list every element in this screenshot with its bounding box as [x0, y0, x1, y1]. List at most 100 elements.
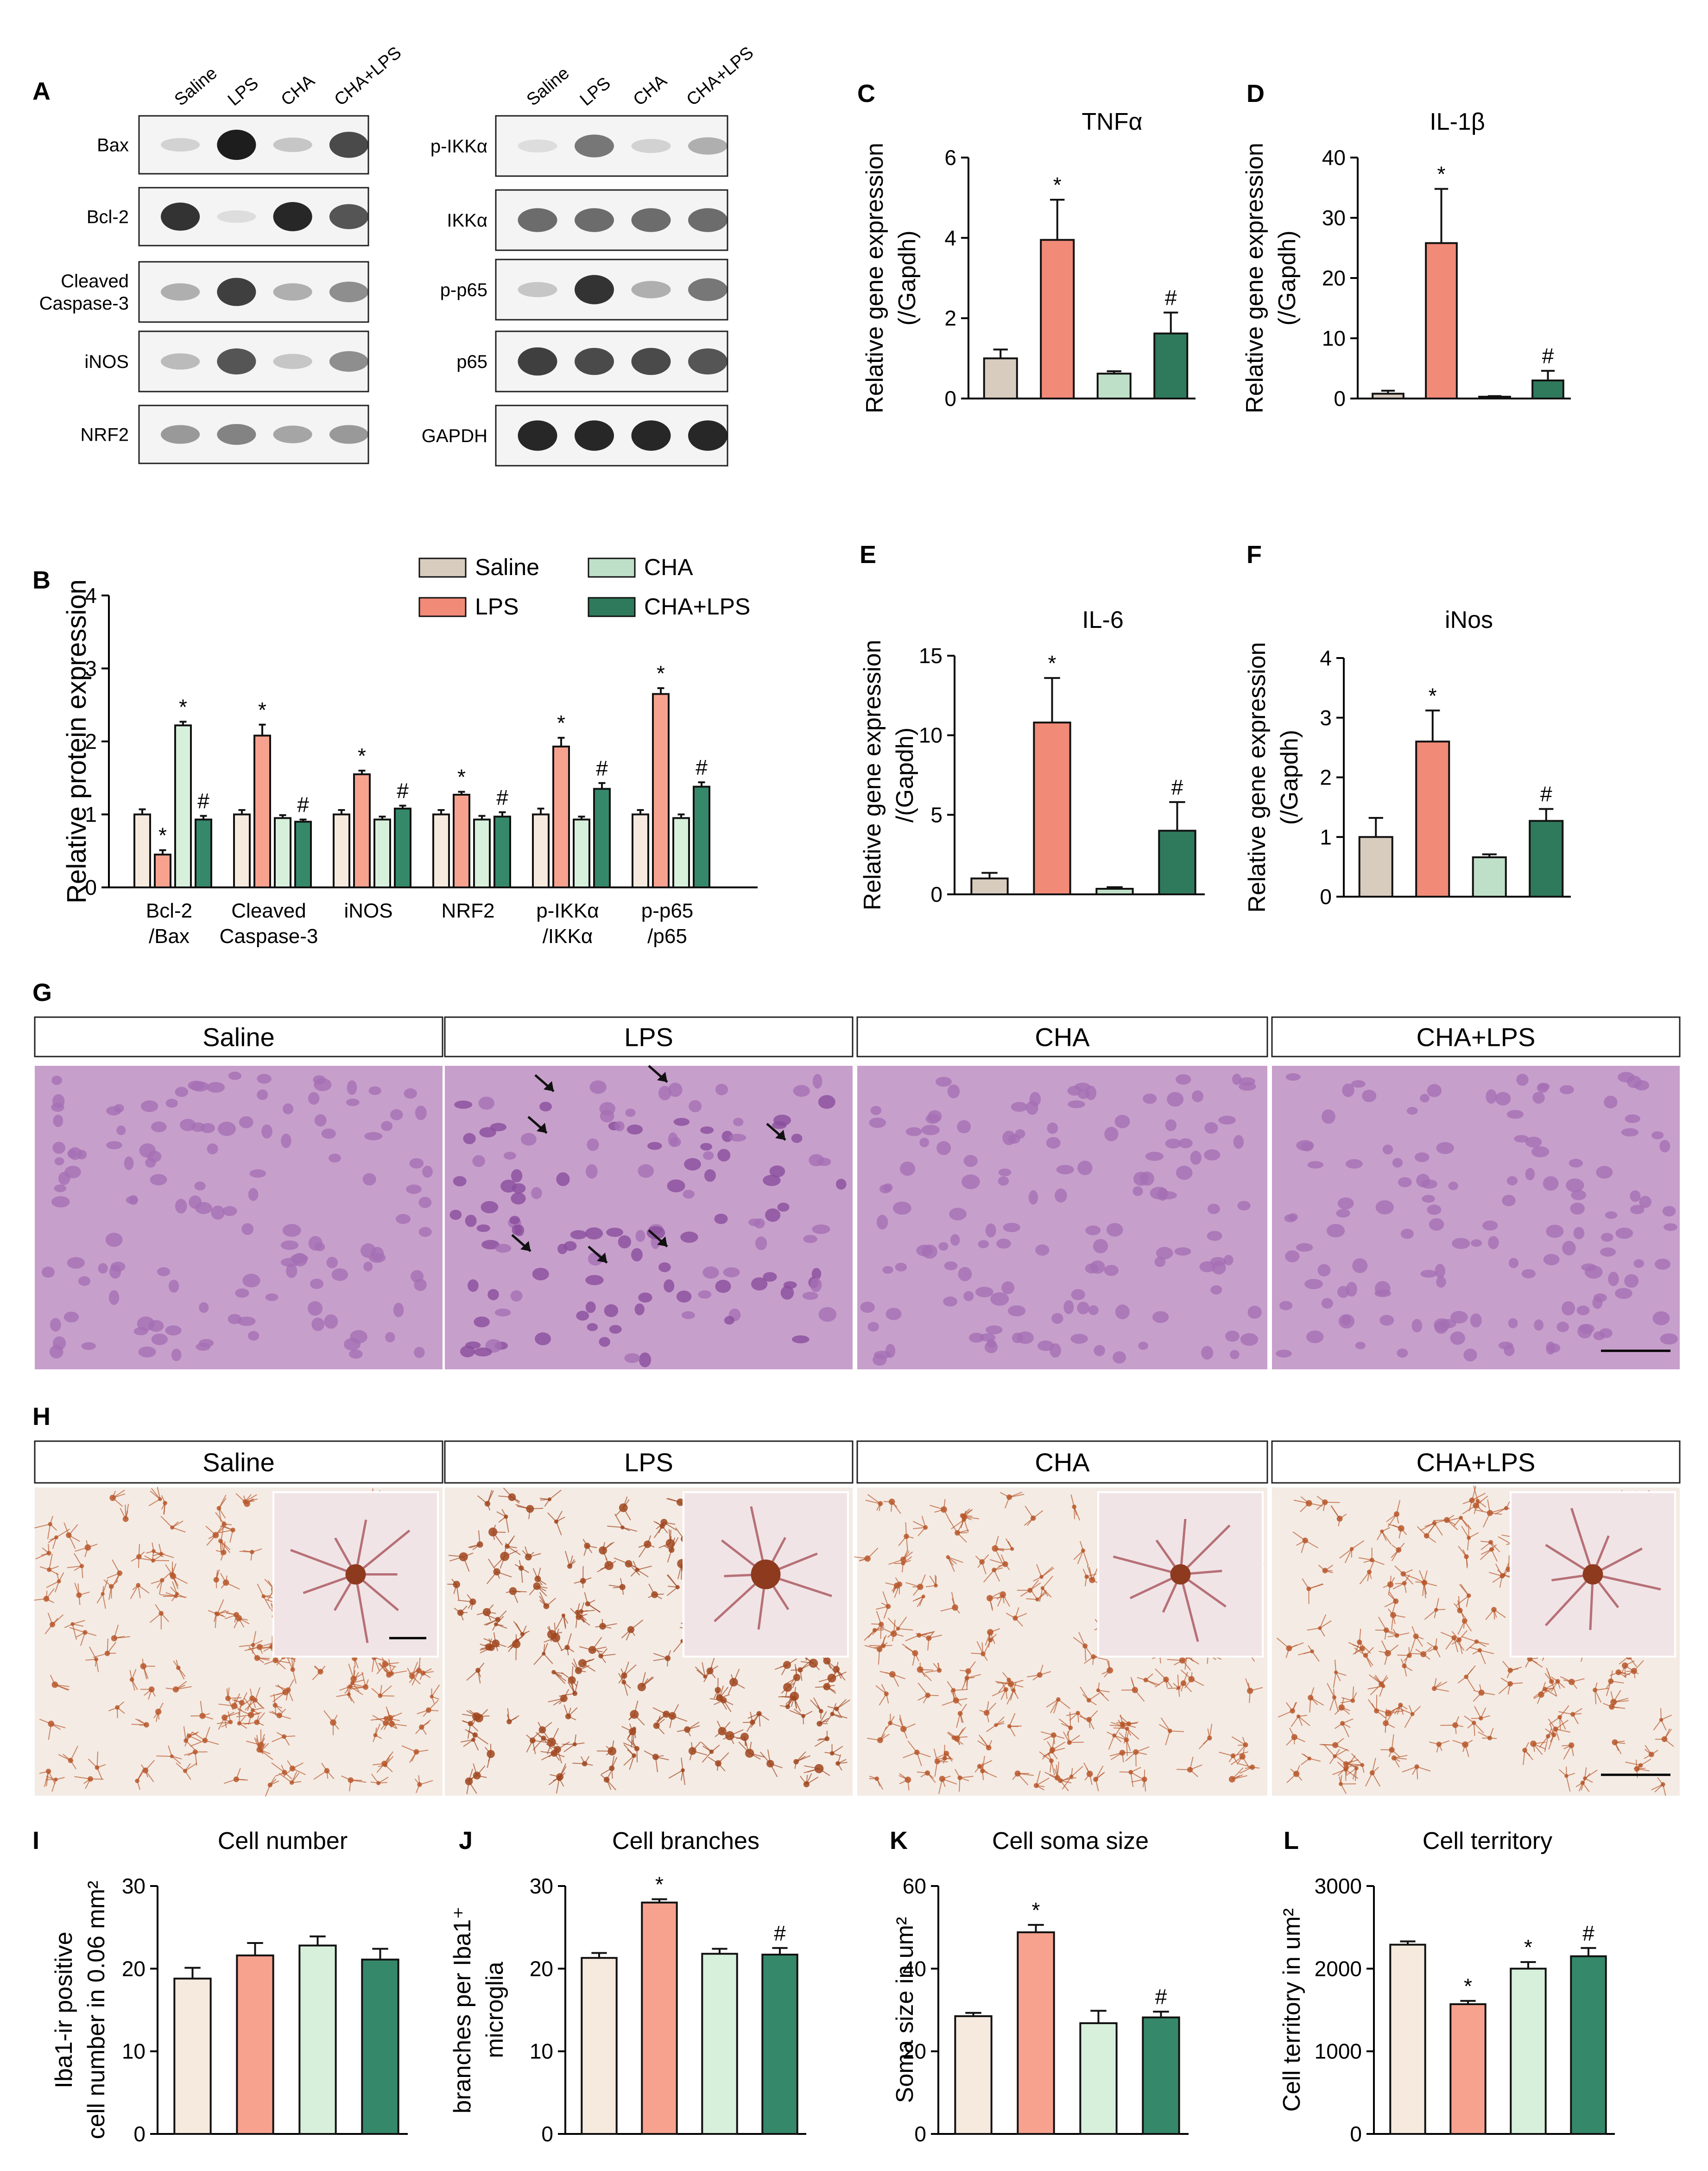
microglia-process: [1071, 1768, 1073, 1777]
cell-nucleus: [1285, 1250, 1300, 1262]
y-tick-label: 10: [1322, 326, 1346, 350]
microglia-process: [1123, 1722, 1134, 1727]
cell-nucleus: [1660, 1333, 1678, 1345]
microglia-process: [52, 1537, 57, 1549]
significance-mark: *: [557, 711, 565, 735]
arrow-head: [544, 1081, 554, 1091]
blot-band: [688, 420, 727, 451]
microglia-process: [673, 1640, 683, 1652]
microglia-process: [1367, 1699, 1377, 1711]
cell-nucleus: [321, 1128, 336, 1139]
microglia-process: [226, 1612, 237, 1615]
microglia-process: [1020, 1590, 1031, 1597]
microglia-process: [571, 1662, 579, 1671]
western-blot-left: Saline LPS CHA CHA+LPSBaxBcl-2CleavedCaspas…: [39, 43, 405, 464]
microglia-process: [709, 1671, 716, 1678]
microglia-process: [568, 1716, 576, 1721]
microglia-process: [663, 1711, 673, 1716]
microglia-process: [176, 1686, 192, 1690]
microglia-process: [1009, 1494, 1025, 1498]
cell-nucleus: [1317, 1264, 1331, 1277]
cell-nucleus: [1625, 1114, 1640, 1123]
microglia-process: [979, 1709, 987, 1714]
cell-nucleus: [1001, 1281, 1015, 1294]
microglia-process: [803, 1768, 819, 1773]
cell-nucleus: [733, 1118, 744, 1127]
microglia-process: [74, 1776, 91, 1780]
cell-nucleus: [624, 1353, 640, 1363]
microglia-process: [1191, 1678, 1204, 1686]
microglia-process: [692, 1741, 701, 1752]
microglia-process: [719, 1687, 729, 1698]
microglia-process: [117, 1707, 125, 1714]
microglia-process: [378, 1777, 389, 1784]
arrow-head: [597, 1253, 607, 1263]
microglia-process: [161, 1495, 166, 1503]
microglia-process: [1434, 1519, 1448, 1524]
microglia-process: [326, 1770, 335, 1779]
microglia-process: [1036, 1564, 1042, 1577]
microglia-process: [1178, 1688, 1180, 1697]
cell-nucleus: [98, 1263, 108, 1274]
microglia-process: [832, 1703, 837, 1715]
microglia-process: [288, 1690, 293, 1702]
inset-process: [1113, 1555, 1181, 1576]
microglia-process: [729, 1735, 746, 1741]
cell-nucleus: [1035, 1244, 1050, 1256]
microglia-process: [532, 1738, 544, 1751]
cell-nucleus: [895, 1263, 907, 1272]
cell-nucleus: [1156, 1247, 1173, 1260]
microglia-process: [125, 1504, 127, 1519]
microglia-process: [385, 1765, 393, 1772]
microglia-process: [557, 1741, 570, 1750]
microglia-process: [1372, 1772, 1381, 1787]
cell-nucleus: [1355, 1342, 1366, 1349]
microglia-process: [1621, 1665, 1626, 1673]
arrow-head: [537, 1123, 547, 1133]
microglia-process: [49, 1566, 59, 1570]
cell-nucleus: [1506, 1176, 1518, 1185]
microglia-process: [672, 1715, 688, 1722]
microglia-process: [899, 1773, 908, 1780]
cell-nucleus: [1470, 1313, 1482, 1328]
microglia-process: [1393, 1758, 1400, 1768]
microglia-process: [823, 1677, 832, 1690]
microglia-process: [746, 1722, 753, 1732]
blot-band: [688, 208, 727, 232]
microglia-process: [1388, 1705, 1402, 1714]
microglia-process: [131, 1679, 138, 1690]
bar: [298, 1944, 337, 2135]
bar: [361, 1958, 399, 2135]
microglia-process: [903, 1549, 909, 1560]
y-tick-label: 30: [122, 1874, 145, 1898]
microglia-process: [1318, 1564, 1326, 1571]
cell-nucleus: [586, 1164, 598, 1179]
cell-nucleus: [646, 1226, 665, 1240]
cell-nucleus: [916, 1245, 933, 1257]
blot-band: [329, 204, 368, 229]
microglia-process: [176, 1762, 186, 1772]
microglia-process: [391, 1670, 407, 1674]
microglia-process: [1562, 1745, 1572, 1747]
microglia-process: [1379, 1651, 1388, 1654]
microglia-process: [189, 1733, 198, 1736]
microglia-process: [39, 1771, 49, 1774]
microglia-process: [142, 1658, 144, 1666]
microglia-process: [1408, 1705, 1413, 1715]
microglia-process: [1039, 1665, 1044, 1675]
significance-mark: #: [1165, 286, 1177, 310]
microglia-process: [1506, 1501, 1511, 1509]
microglia-process: [239, 1644, 253, 1647]
cell-nucleus: [1207, 1231, 1222, 1241]
microglia-process: [421, 1722, 430, 1728]
microglia-process: [264, 1660, 276, 1665]
microglia-process: [595, 1626, 603, 1627]
microglia-process: [42, 1547, 50, 1554]
cell-nucleus: [1176, 1074, 1191, 1085]
microglia-process: [431, 1696, 435, 1704]
microglia-process: [226, 1582, 240, 1590]
microglia-process: [1392, 1582, 1405, 1589]
microglia-process: [1126, 1732, 1129, 1740]
microglia-process: [1466, 1677, 1475, 1690]
microglia-process: [654, 1594, 662, 1600]
